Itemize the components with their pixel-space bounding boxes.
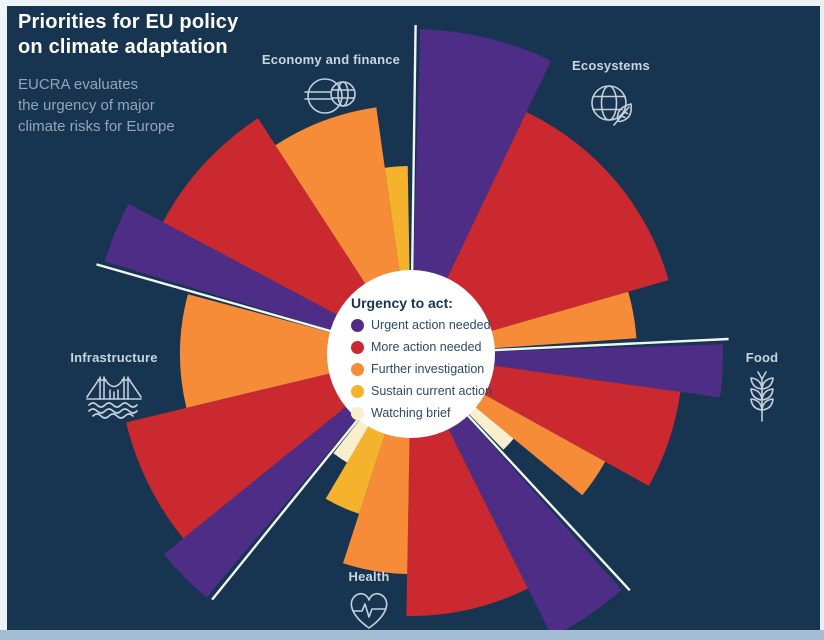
sector-label-infrastructure: Infrastructure [34,350,194,419]
sector-label-text: Ecosystems [572,58,650,73]
legend-item-label: Further investigation [371,362,485,376]
risk-wedge-infrastructure-more [126,354,411,539]
subtitle-line: climate risks for Europe [18,118,175,135]
sector-label-ecosystems: Ecosystems [531,58,691,131]
sector-label-text: Infrastructure [70,350,158,365]
legend-item-label: More action needed [371,340,482,354]
legend-item: Sustain current action [351,384,495,398]
sector-label-text: Economy and finance [261,52,401,67]
food-wheat-icon [750,371,774,422]
legend-urgency-to-act: Urgency to act: Urgent action needed Mor… [327,270,495,438]
title-line-1: Priorities for EU policy [18,11,239,33]
sector-label-health: Health [299,569,439,632]
legend-item-label: Sustain current action [371,384,492,398]
page-subtitle: EUCRA evaluates the urgency of major cli… [18,74,175,137]
sector-label-text: Health [348,569,390,584]
subtitle-line: EUCRA evaluates [18,76,139,93]
sector-label-economy-finance: Economy and finance [241,52,421,121]
frame-border-bottom [0,630,824,640]
economy-finance-euro-globe-icon [304,78,356,114]
legend-dot-sustain [351,384,364,398]
risk-wedge-health-urgent [411,354,622,637]
legend-dot-further [351,362,364,376]
legend-item: Urgent action needed [351,318,495,332]
risk-wedge-economy-and-finance-more [162,118,411,354]
legend-item: Watching brief [351,406,495,420]
legend-item-label: Urgent action needed [371,318,491,332]
title-line-2: on climate adaptation [18,36,228,58]
infrastructure-bridge-icon [86,376,142,419]
frame-border-left [0,0,7,640]
risk-wedge-infrastructure-urgent [163,354,411,598]
risk-wedge-ecosystems-more [411,112,669,354]
legend-item-label: Watching brief [371,406,451,420]
risk-wedge-infrastructure-further [180,294,411,408]
legend-item: Further investigation [351,362,495,376]
health-heart-pulse-icon [350,592,388,629]
sector-label-text: Food [745,350,779,365]
legend-dot-more [351,340,364,354]
sector-label-food: Food [702,350,822,423]
page-title: Priorities for EU policy on climate adap… [18,10,238,60]
legend-dot-urgent [351,318,364,332]
legend-item: More action needed [351,340,495,354]
ecosystems-globe-leaf-icon [591,85,633,126]
frame-border-top [0,0,824,6]
frame-border-right [820,0,824,640]
risk-wedge-ecosystems-urgent [411,29,551,354]
subtitle-line: the urgency of major [18,97,155,114]
legend-dot-watching [351,406,364,420]
legend-title: Urgency to act: [351,295,453,311]
